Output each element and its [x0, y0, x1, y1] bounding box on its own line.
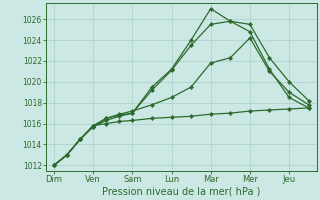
X-axis label: Pression niveau de la mer( hPa ): Pression niveau de la mer( hPa ): [102, 187, 260, 197]
